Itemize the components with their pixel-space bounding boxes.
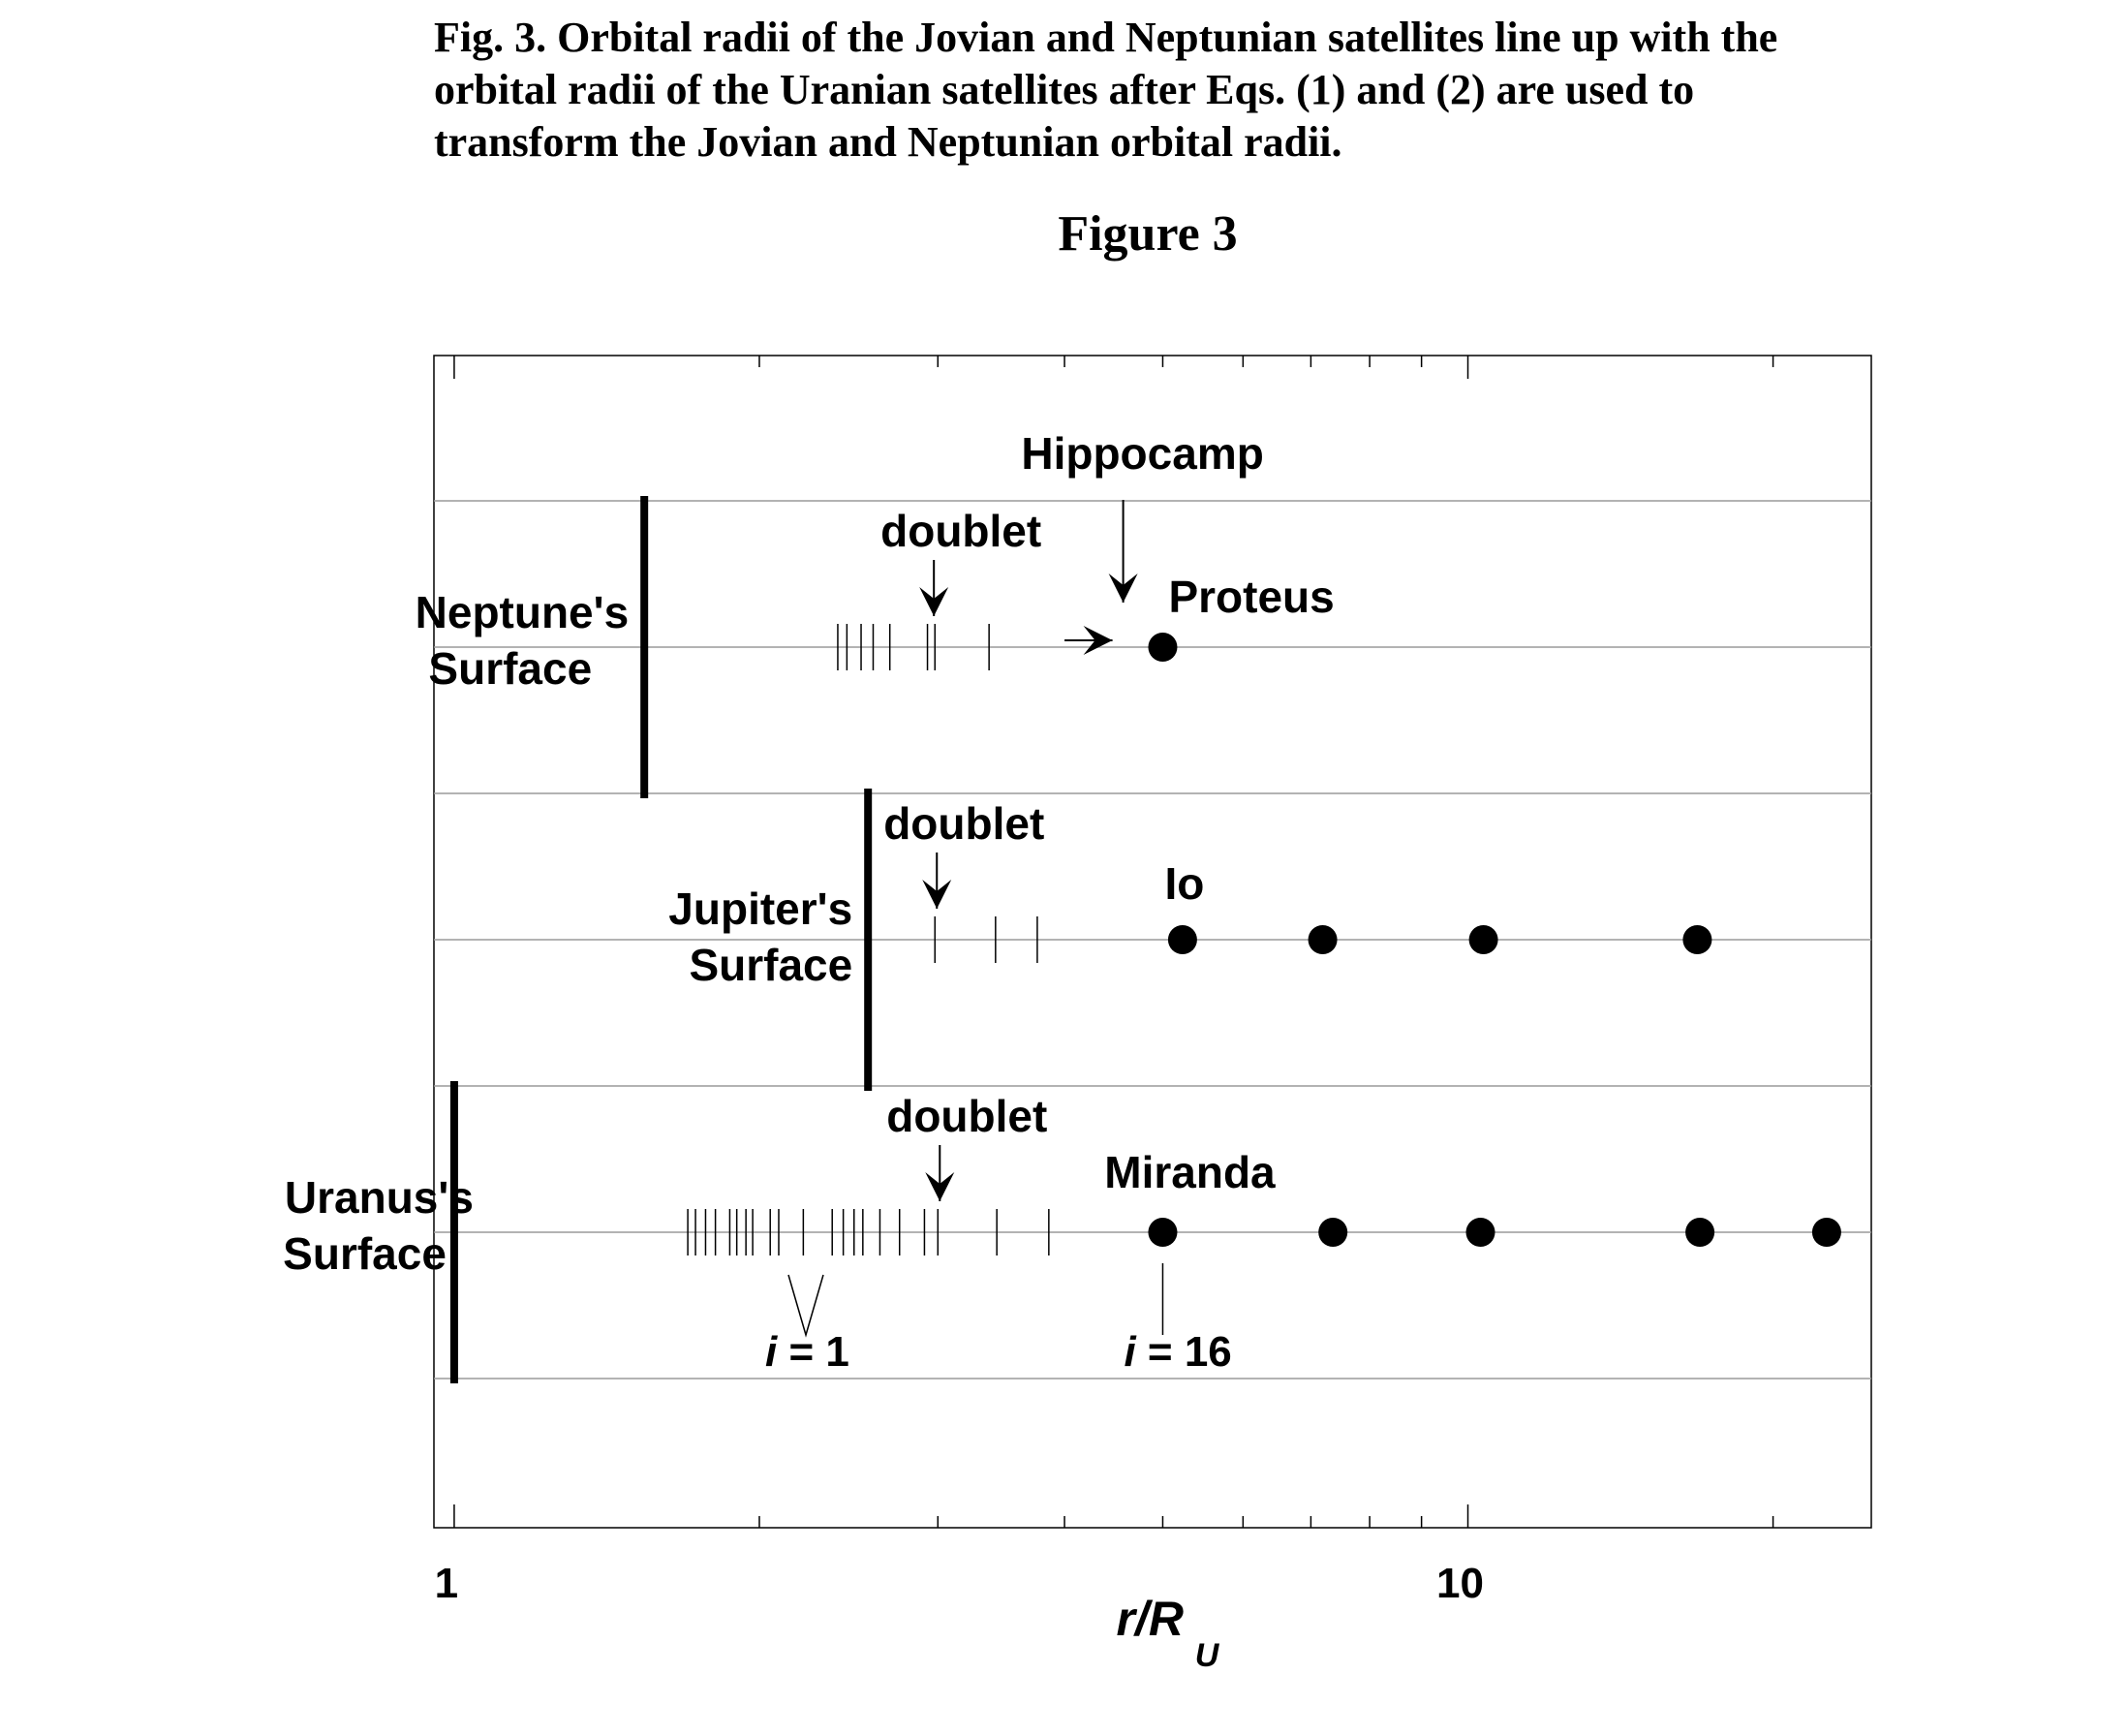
surface-bar-1 (864, 789, 873, 1091)
doublet-arrow-1-head (922, 880, 952, 909)
annotation-io: Io (1164, 858, 1204, 909)
annotation-proteus: Proteus (1168, 572, 1334, 622)
figure-heading: Figure 3 (1058, 206, 1238, 262)
axis-labels: r/R U (1117, 1592, 1220, 1674)
large-satellite-1-3 (1682, 925, 1712, 954)
row-0: Neptune's Surface doublet Hippocamp Proteus (416, 428, 1335, 798)
index-label-0: i = 1 (765, 1328, 849, 1376)
surface-bar-2 (449, 1081, 458, 1383)
index-label-i-0: i (765, 1328, 778, 1376)
surface-label-line2-1: Surface (689, 940, 852, 990)
doublet-arrow-0-head (919, 587, 949, 616)
index-label-value-0: = 1 (777, 1328, 849, 1376)
surface-label-line2-0: Surface (428, 643, 592, 694)
hippocamp-arrow (1108, 500, 1138, 603)
axis-ticks: 1 10 (435, 356, 1774, 1607)
figure-caption: Fig. 3. Orbital radii of the Jovian and … (434, 14, 1778, 166)
annotation-miranda: Miranda (1104, 1147, 1276, 1197)
hippocamp-arrow-head (1108, 574, 1138, 603)
x-axis-label-subscript: U (1195, 1637, 1220, 1674)
doublet-arrow-0 (919, 560, 949, 616)
large-satellite-2-0 (1148, 1218, 1178, 1247)
shift-arrow-head (1083, 626, 1113, 655)
large-satellite-2-1 (1318, 1218, 1348, 1247)
x-tick-label-0: 1 (435, 1560, 458, 1607)
shift-arrow (1064, 626, 1113, 655)
x-tick-label-1: 10 (1436, 1560, 1484, 1607)
large-satellite-2-2 (1465, 1218, 1495, 1247)
annotation-hippocamp: Hippocamp (1021, 428, 1263, 479)
large-satellite-2-3 (1685, 1218, 1715, 1247)
doublet-arrow-2-head (925, 1172, 955, 1201)
doublet-arrow-1 (922, 852, 952, 909)
grid-lines (434, 500, 1871, 1380)
surface-label-line2-2: Surface (283, 1228, 447, 1279)
annotation-doublet-1: doublet (883, 798, 1044, 849)
large-satellite-1-1 (1308, 925, 1338, 954)
surface-label-line1-0: Neptune's (416, 587, 630, 637)
satellite-rows: Neptune's Surface doublet Hippocamp Proteus J… (283, 428, 1841, 1383)
index-marker-v-0 (787, 1274, 824, 1338)
annotation-doublet-0: doublet (880, 506, 1041, 556)
surface-label-line1-1: Jupiter's (668, 884, 852, 934)
index-label-i-1: i (1124, 1328, 1136, 1376)
plot-frame (433, 355, 1872, 1529)
index-label-1: i = 16 (1124, 1328, 1231, 1376)
annotation-doublet-2: doublet (886, 1091, 1047, 1141)
surface-bar-0 (640, 496, 649, 798)
large-satellite-1-0 (1167, 925, 1197, 954)
large-satellite-1-2 (1468, 925, 1498, 954)
large-satellite-2-4 (1811, 1218, 1841, 1247)
row-1: Jupiter's Surface doublet Io (668, 789, 1712, 1091)
doublet-arrow-2 (925, 1145, 955, 1201)
index-label-value-1: = 16 (1136, 1328, 1232, 1376)
large-satellite-0-0 (1148, 633, 1178, 662)
x-axis-label: r/R (1117, 1592, 1184, 1646)
surface-label-line1-2: Uranus's (285, 1172, 474, 1223)
